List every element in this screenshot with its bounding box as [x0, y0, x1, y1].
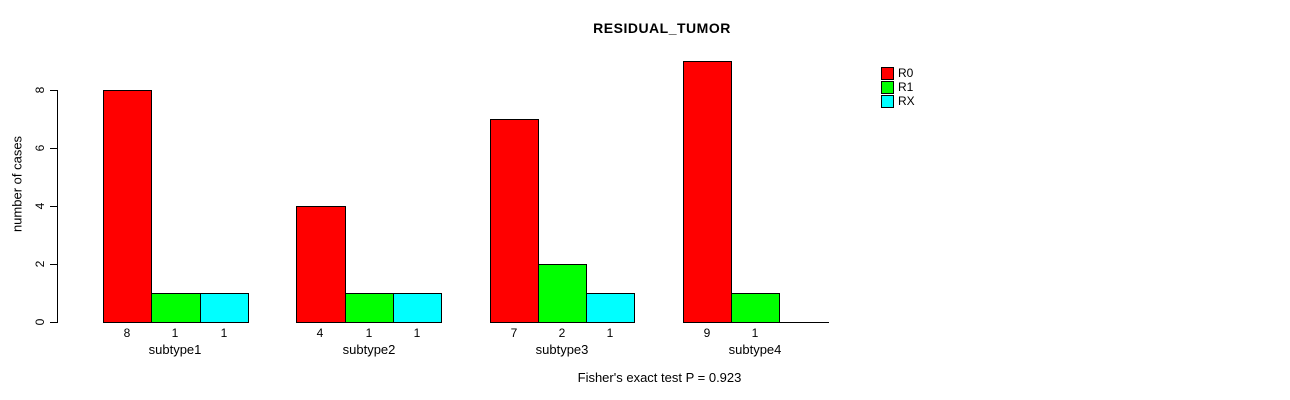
- y-tick-label: 8: [33, 86, 47, 94]
- category-label-subtype4: subtype4: [728, 342, 782, 357]
- bar-r1-subtype4: [731, 293, 780, 323]
- bar-rx-subtype3: [586, 293, 635, 323]
- legend-row-r1: R1: [881, 80, 915, 94]
- legend-swatch-rx: [881, 94, 894, 108]
- bar-value-label: 1: [365, 326, 373, 340]
- y-tick-label: 6: [33, 144, 47, 152]
- bar-value-label: 7: [510, 326, 518, 340]
- bar-r1-subtype1: [151, 293, 201, 323]
- bar-value-label: 1: [171, 326, 179, 340]
- bar-rx-subtype1: [200, 293, 249, 323]
- y-tick-mark: [50, 322, 57, 323]
- y-tick-label: 2: [33, 260, 47, 268]
- category-label-subtype2: subtype2: [342, 342, 396, 357]
- bar-value-label: 1: [606, 326, 614, 340]
- bar-value-label: 2: [558, 326, 566, 340]
- zero-bar-rx-subtype4: [779, 322, 829, 323]
- y-tick-mark: [50, 90, 57, 91]
- bar-value-label: 1: [751, 326, 759, 340]
- bar-r1-subtype3: [538, 264, 587, 323]
- bar-r1-subtype2: [345, 293, 394, 323]
- bar-r0-subtype1: [103, 90, 152, 323]
- bar-value-label: 1: [413, 326, 421, 340]
- bar-r0-subtype4: [683, 61, 732, 323]
- bar-value-label: 1: [220, 326, 228, 340]
- category-label-subtype1: subtype1: [148, 342, 202, 357]
- y-tick-mark: [50, 264, 57, 265]
- y-tick-mark: [50, 206, 57, 207]
- legend-label-rx: RX: [898, 93, 915, 108]
- legend-label-r0: R0: [898, 65, 914, 80]
- y-tick-mark: [50, 148, 57, 149]
- legend-row-rx: RX: [881, 94, 915, 108]
- y-tick-label: 4: [33, 202, 47, 210]
- bar-value-label: 8: [123, 326, 131, 340]
- bar-r0-subtype3: [490, 119, 539, 323]
- bar-r0-subtype2: [296, 206, 346, 323]
- y-axis-line: [57, 90, 58, 323]
- y-tick-label: 0: [33, 318, 47, 326]
- legend-row-r0: R0: [881, 66, 915, 80]
- bar-value-label: 9: [703, 326, 711, 340]
- category-label-subtype3: subtype3: [535, 342, 589, 357]
- annotation-text: Fisher's exact test P = 0.923: [577, 370, 742, 385]
- bar-value-label: 4: [316, 326, 324, 340]
- chart-title: RESIDUAL_TUMOR: [593, 20, 731, 36]
- bar-rx-subtype2: [393, 293, 442, 323]
- legend: R0 R1 RX: [881, 66, 915, 108]
- legend-swatch-r1: [881, 80, 894, 94]
- legend-label-r1: R1: [898, 79, 914, 94]
- y-axis-title: number of cases: [9, 135, 25, 233]
- legend-swatch-r0: [881, 66, 894, 80]
